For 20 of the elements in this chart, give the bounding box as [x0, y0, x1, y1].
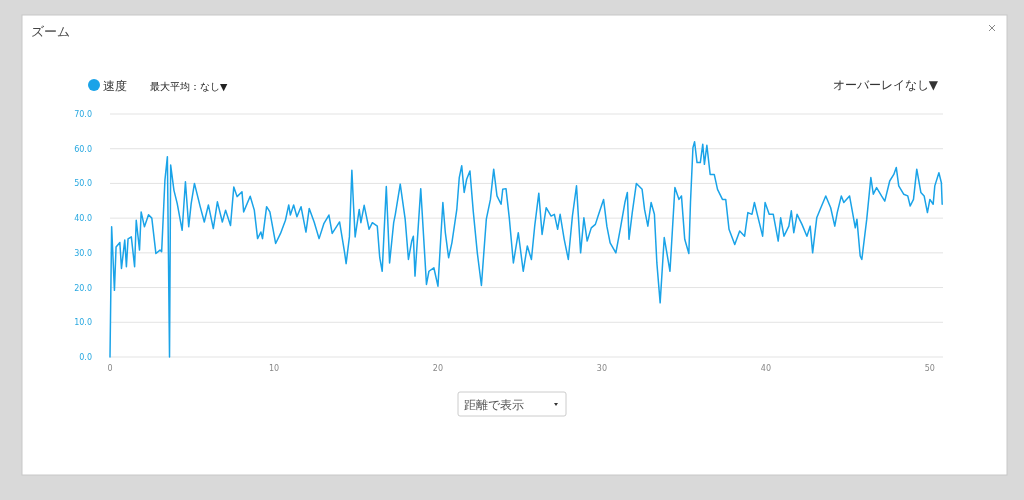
line-series [109, 141, 943, 358]
y-tick-label: 40.0 [74, 214, 92, 224]
y-tick-label: 10.0 [74, 318, 92, 328]
y-tick-label: 30.0 [74, 248, 92, 258]
x-tick-label: 30 [596, 364, 608, 373]
x-tick-label: 10 [268, 364, 280, 373]
y-tick-label: 60.0 [74, 144, 92, 154]
chart-title: ズーム [31, 24, 70, 39]
y-tick-label: 20.0 [74, 283, 92, 293]
x-tick-label: 0 [107, 364, 113, 373]
y-tick-label: 50.0 [74, 179, 92, 189]
y-tick-label: 70.0 [74, 110, 92, 119]
text: 最大平均：なし▼ [150, 81, 228, 92]
x-tick-label: 40 [760, 364, 771, 373]
text: オーバーレイなし▼ [832, 78, 939, 92]
text: 距離で表示 [464, 398, 524, 412]
legend-label: 速度 [103, 78, 127, 93]
y-tick-label: 0.0 [79, 353, 92, 362]
x-tick-label: 20 [432, 364, 444, 373]
x-tick-label: 50 [924, 364, 935, 373]
